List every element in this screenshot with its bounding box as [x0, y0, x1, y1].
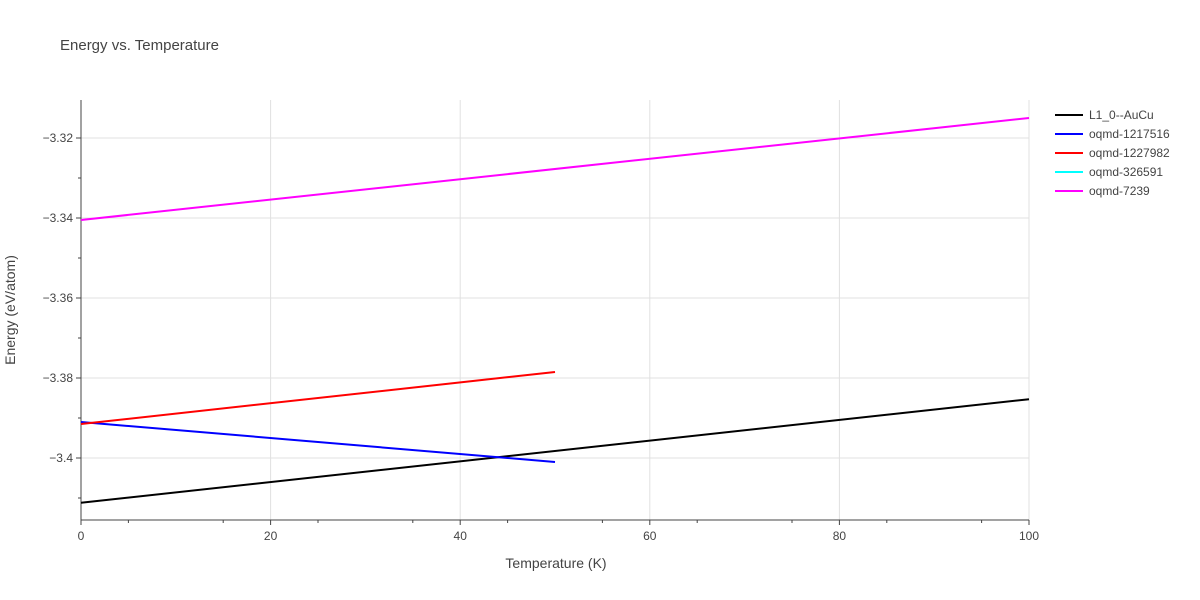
x-tick-label: 0 — [78, 529, 85, 543]
x-tick-label: 40 — [454, 529, 468, 543]
legend-label: L1_0--AuCu — [1089, 108, 1154, 122]
legend-label: oqmd-1227982 — [1089, 146, 1170, 160]
y-tick-label: −3.36 — [43, 291, 74, 305]
x-tick-label: 20 — [264, 529, 278, 543]
series-line-L1_0--AuCu — [80, 398, 1030, 504]
x-axis-title: Temperature (K) — [505, 555, 606, 571]
series-layer — [80, 117, 1030, 504]
y-tick-label: −3.34 — [43, 211, 74, 225]
y-axis-title: Energy (eV/atom) — [2, 255, 18, 365]
axes-layer — [76, 100, 1030, 525]
x-tick-label: 80 — [833, 529, 847, 543]
x-tick-label: 60 — [643, 529, 657, 543]
tick-labels-layer: 0 20 40 60 80 100 −3.32 −3.34 −3.36 −3.38 −3.4 — [43, 131, 1040, 543]
legend-label: oqmd-326591 — [1089, 165, 1163, 179]
legend-label: oqmd-1217516 — [1089, 127, 1170, 141]
y-tick-label: −3.38 — [43, 371, 74, 385]
legend-label: oqmd-7239 — [1089, 184, 1150, 198]
series-line-oqmd-1227982 — [80, 371, 556, 425]
y-tick-label: −3.32 — [43, 131, 74, 145]
chart-title: Energy vs. Temperature — [60, 37, 219, 54]
series-line-oqmd-7239 — [80, 117, 1030, 221]
x-tick-label: 100 — [1019, 529, 1039, 543]
y-tick-label: −3.4 — [49, 451, 73, 465]
legend: L1_0--AuCu oqmd-1217516 oqmd-1227982 oqmd-3… — [1055, 108, 1170, 198]
series-line-oqmd-1217516 — [80, 421, 556, 463]
grid-layer — [81, 100, 1030, 520]
